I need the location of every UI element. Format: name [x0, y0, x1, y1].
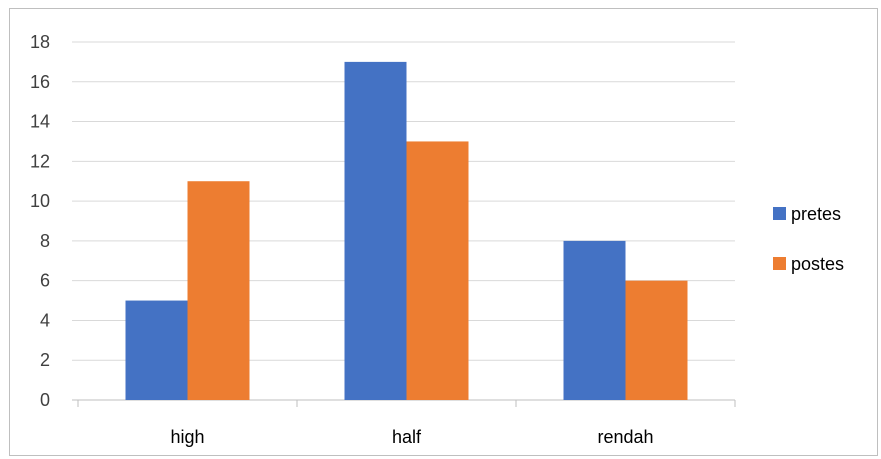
- y-tick-label: 18: [30, 32, 50, 52]
- bar-postes-half: [406, 141, 469, 400]
- x-axis-category-labels: high half rendah: [170, 427, 653, 447]
- y-tick-label: 0: [40, 390, 50, 410]
- legend-label-postes: postes: [791, 254, 844, 274]
- y-tick-label: 6: [40, 271, 50, 291]
- bar-pretes-rendah: [563, 240, 626, 400]
- legend-swatch-pretes: [773, 207, 786, 220]
- x-category-label: rendah: [597, 427, 653, 447]
- bar-postes-high: [187, 181, 250, 400]
- bar-postes-rendah: [625, 280, 688, 400]
- y-tick-label: 14: [30, 112, 50, 132]
- y-tick-label: 12: [30, 151, 50, 171]
- x-axis: [77, 400, 736, 407]
- y-tick-label: 2: [40, 350, 50, 370]
- x-category-label: half: [392, 427, 422, 447]
- bar-pretes-half: [344, 61, 407, 401]
- bars: [125, 61, 688, 401]
- legend-label-pretes: pretes: [791, 204, 841, 224]
- bar-pretes-high: [125, 300, 188, 400]
- y-tick-label: 16: [30, 72, 50, 92]
- y-axis-tick-labels: 0 2 4 6 8 10 12 14 16 18: [30, 32, 50, 410]
- legend: pretes postes: [773, 204, 844, 274]
- y-tick-label: 8: [40, 231, 50, 251]
- legend-swatch-postes: [773, 257, 786, 270]
- y-tick-label: 4: [40, 310, 50, 330]
- y-tick-label: 10: [30, 191, 50, 211]
- x-category-label: high: [170, 427, 204, 447]
